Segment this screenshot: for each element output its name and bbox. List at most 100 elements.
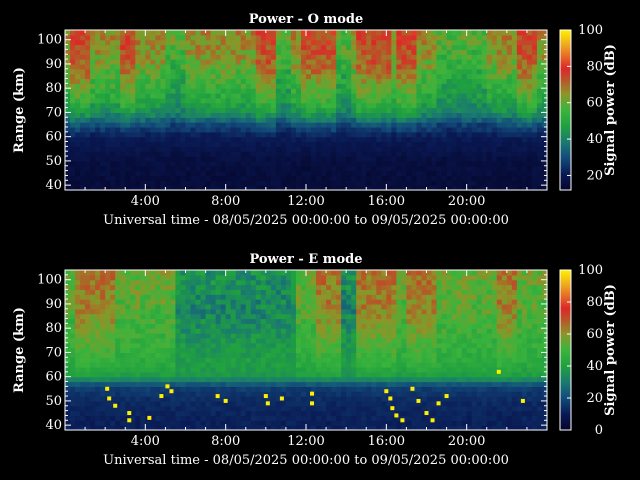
heatmap-cell xyxy=(300,34,307,41)
heatmap-cell xyxy=(175,131,182,138)
heatmap-cell xyxy=(275,131,282,138)
heatmap-cell xyxy=(255,333,262,339)
heatmap-cell xyxy=(85,376,91,383)
heatmap-cell xyxy=(125,328,131,334)
heatmap-cell xyxy=(386,44,392,50)
heatmap-cell xyxy=(160,112,167,118)
heatmap-cell xyxy=(411,151,418,157)
heatmap-cell xyxy=(401,59,408,65)
heatmap-cell xyxy=(180,279,187,286)
heatmap-cell xyxy=(95,352,101,358)
heatmap-cell xyxy=(240,122,247,128)
heatmap-cell xyxy=(175,175,182,181)
heatmap-cell xyxy=(401,73,408,80)
heatmap-cell xyxy=(516,30,523,36)
heatmap-cell xyxy=(220,175,227,181)
heatmap-cell xyxy=(255,180,262,186)
heatmap-cell xyxy=(95,279,101,286)
heatmap-cell xyxy=(130,279,136,286)
heatmap-cell xyxy=(65,405,71,412)
heatmap-cell xyxy=(80,83,86,89)
heatmap-cell xyxy=(180,112,187,118)
heatmap-cell xyxy=(95,131,101,138)
heatmap-cell xyxy=(285,357,292,363)
heatmap-cell xyxy=(431,151,438,157)
heatmap-cell xyxy=(321,44,327,50)
heatmap-cell xyxy=(210,405,217,412)
heatmap-cell xyxy=(85,122,91,128)
heatmap-cell xyxy=(180,400,187,407)
heatmap-cell xyxy=(496,54,503,60)
heatmap-cell xyxy=(240,151,247,157)
heatmap-cell xyxy=(295,93,302,99)
heatmap-cell xyxy=(75,279,81,286)
heatmap-cell xyxy=(220,122,227,128)
heatmap-cell xyxy=(170,102,177,109)
heatmap-cell xyxy=(105,126,111,133)
heatmap-cell xyxy=(496,49,503,55)
heatmap-cell xyxy=(185,396,192,402)
heatmap-cell xyxy=(120,386,126,392)
heatmap-cell xyxy=(511,59,518,65)
heatmap-cell xyxy=(461,39,468,46)
heatmap-cell xyxy=(130,68,136,75)
heatmap-cell xyxy=(466,78,473,84)
heatmap-cell xyxy=(80,88,86,94)
heatmap-cell xyxy=(406,34,413,41)
heatmap-cell xyxy=(341,73,347,80)
heatmap-cell xyxy=(501,170,508,177)
heatmap-cell xyxy=(416,156,423,162)
heatmap-cell xyxy=(220,83,227,89)
heatmap-cell xyxy=(311,308,317,315)
heatmap-cell xyxy=(185,284,192,290)
heatmap-cell xyxy=(210,54,217,60)
heatmap-cell xyxy=(366,49,372,55)
heatmap-cell xyxy=(70,97,76,104)
heatmap-cell xyxy=(245,63,252,70)
heatmap-cell xyxy=(110,294,116,300)
heatmap-cell xyxy=(391,151,397,157)
heatmap-cell xyxy=(401,34,408,41)
heatmap-cell xyxy=(331,141,337,147)
heatmap-cell xyxy=(290,318,297,324)
heatmap-cell xyxy=(70,39,76,46)
heatmap-cell xyxy=(371,30,377,36)
heatmap-cell xyxy=(180,156,187,162)
heatmap-cell xyxy=(311,97,317,104)
heatmap-cell xyxy=(135,313,141,320)
heatmap-cell xyxy=(185,146,192,152)
heatmap-cell xyxy=(496,107,503,114)
heatmap-cell xyxy=(406,122,413,128)
heatmap-cell xyxy=(270,313,277,320)
heatmap-cell xyxy=(255,126,262,133)
heatmap-cell xyxy=(376,102,382,109)
heatmap-cell xyxy=(145,88,151,94)
heatmap-cell xyxy=(125,381,131,387)
heatmap-cell xyxy=(456,136,463,143)
heatmap-cell xyxy=(125,405,131,412)
heatmap-cell xyxy=(250,170,257,177)
heatmap-cell xyxy=(220,49,227,55)
heatmap-cell xyxy=(170,366,177,373)
heatmap-cell xyxy=(295,362,302,368)
heatmap-cell xyxy=(65,323,71,329)
heatmap-cell xyxy=(105,117,111,123)
heatmap-cell xyxy=(215,313,222,320)
heatmap-cell xyxy=(426,136,433,143)
heatmap-cell xyxy=(431,39,438,46)
heatmap-cell xyxy=(145,284,151,290)
heatmap-cell xyxy=(531,131,538,138)
heatmap-cell xyxy=(110,30,116,36)
heatmap-cell xyxy=(426,165,433,172)
heatmap-cell xyxy=(95,112,101,118)
heatmap-cell xyxy=(120,63,126,70)
heatmap-cell xyxy=(240,156,247,162)
y-tick-label: 80 xyxy=(45,81,62,96)
heatmap-cell xyxy=(516,102,523,109)
heatmap-cell xyxy=(90,357,96,363)
heatmap-cell xyxy=(501,88,508,94)
heatmap-cell xyxy=(396,63,402,70)
heatmap-cell xyxy=(120,376,126,383)
heatmap-cell xyxy=(105,308,111,315)
heatmap-cell xyxy=(466,160,473,167)
